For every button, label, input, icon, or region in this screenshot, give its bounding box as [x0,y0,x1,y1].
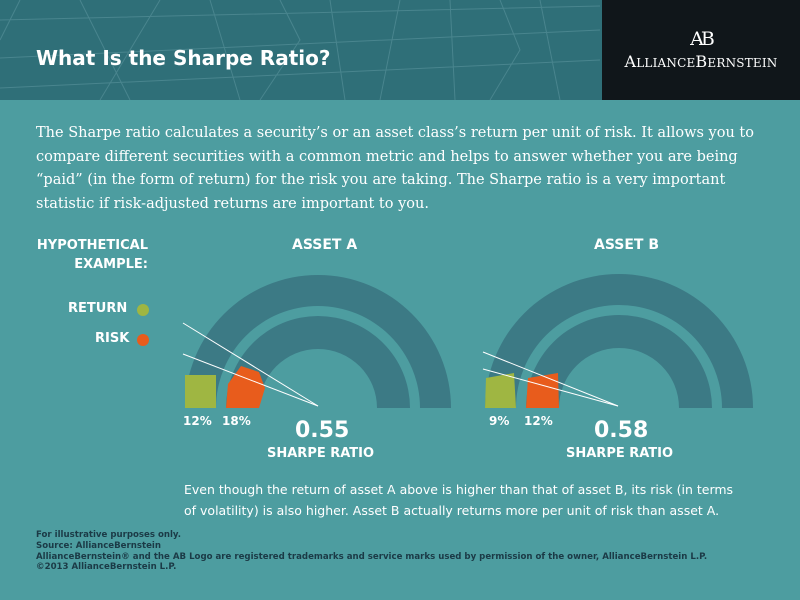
asset-a-risk-line-lower [182,353,319,407]
asset-b-sharpe-value: 0.58 [594,418,649,443]
comparison-note: Even though the return of asset A above … [184,482,734,518]
intro-paragraph: The Sharpe ratio calculates a security’s… [36,125,754,212]
asset-a-risk-line-upper [182,322,319,407]
asset-a-inner-arc [226,316,410,408]
asset-a-return-segment [185,375,216,408]
brand-logo: AB ALLIANCEBERNSTEIN [602,0,800,100]
asset-a-sharpe-value: 0.55 [295,418,350,443]
asset-a-title: ASSET A [292,237,358,253]
asset-b-risk-value: 12% [524,414,553,428]
asset-b-risk-segment [526,373,559,408]
ab-monogram: AB [690,28,715,50]
wordmark-rest-1: LLIANCE [636,56,696,70]
footer-line-2: Source: AllianceBernstein [36,540,161,551]
legend-heading-line1: HYPOTHETICAL [36,238,148,253]
footer-line-3: AllianceBernstein® and the AB Logo are r… [36,551,708,562]
asset-a-outer-arc [185,275,451,408]
asset-b-inner-arc [526,315,712,408]
asset-b-risk-line-lower [482,368,619,407]
asset-a-risk-value: 18% [222,414,251,428]
wordmark-initial-1: A [624,52,637,71]
header-banner: What Is the Sharpe Ratio? AB ALLIANCEBER… [0,0,800,100]
wordmark-initial-2: B [695,52,708,71]
footer-line-1: For illustrative purposes only. [36,530,182,540]
footer-disclaimer: For illustrative purposes only. Source: … [36,530,707,573]
asset-b-title: ASSET B [594,237,660,253]
wordmark-rest-2: ERNSTEIN [707,56,778,70]
asset-b-outer-arc [485,274,753,408]
asset-b-risk-line-upper [482,351,619,407]
legend-heading: HYPOTHETICAL EXAMPLE: [36,236,148,274]
brand-wordmark: ALLIANCEBERNSTEIN [602,52,800,71]
header-grid-decoration [0,0,601,100]
page-title: What Is the Sharpe Ratio? [36,46,331,70]
legend-heading-line2: EXAMPLE: [74,257,148,272]
legend-return-dot [137,304,149,316]
asset-b-return-value: 9% [489,414,510,428]
legend-risk-label: RISK [95,331,130,346]
legend-risk-dot [137,334,149,346]
asset-a-risk-segment [226,366,265,408]
asset-b-sharpe-label: SHARPE RATIO [566,446,674,461]
asset-b-return-segment [485,373,516,408]
footer-line-4: ©2013 AllianceBernstein L.P. [36,562,177,573]
legend-return-label: RETURN [68,301,128,316]
asset-a-sharpe-label: SHARPE RATIO [267,446,375,461]
asset-a-return-value: 12% [183,414,212,428]
